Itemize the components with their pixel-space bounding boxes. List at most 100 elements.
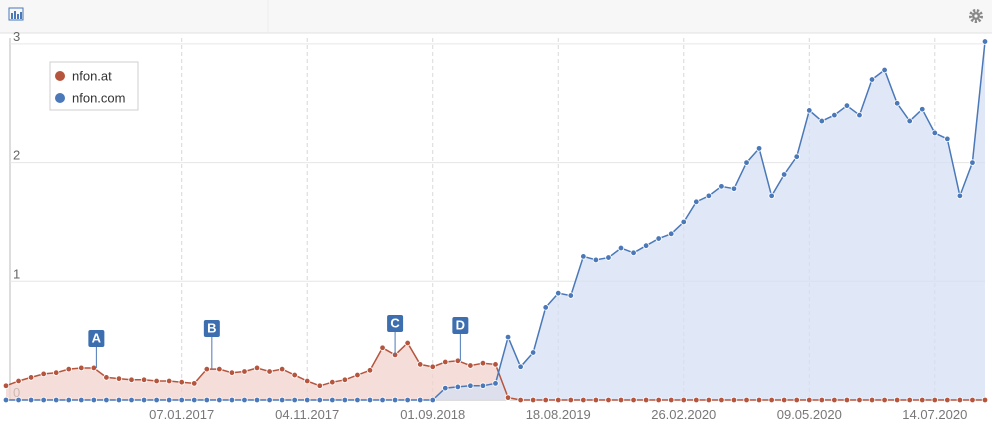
point [529, 349, 537, 356]
point [517, 396, 524, 404]
point [529, 396, 537, 404]
point [78, 396, 85, 404]
point [668, 230, 675, 238]
annotation-label: A [92, 331, 102, 346]
gear-teeth [969, 9, 983, 23]
chart-icon[interactable] [8, 7, 24, 21]
point [806, 107, 813, 114]
legend-label: nfon.at [72, 69, 112, 84]
point [266, 396, 273, 404]
point [668, 396, 675, 404]
point [354, 396, 361, 404]
y-tick-label: 2 [13, 148, 20, 163]
point [893, 396, 901, 404]
x-tick-label: 09.05.2020 [777, 407, 842, 422]
point [793, 153, 800, 160]
toolbar [0, 0, 992, 33]
annotations: A B C D [88, 315, 469, 370]
point [442, 384, 449, 392]
point [856, 396, 863, 404]
series-area [6, 343, 985, 400]
point [266, 368, 273, 375]
point [304, 396, 311, 404]
areas [6, 41, 985, 400]
point [504, 394, 512, 401]
point [492, 380, 499, 387]
point [504, 333, 512, 341]
legend-box [49, 61, 139, 111]
point [391, 396, 399, 404]
point [416, 361, 424, 368]
icon-bar [11, 13, 13, 19]
x-tick-label: 18.08.2019 [526, 407, 591, 422]
point [517, 363, 524, 370]
point [680, 396, 687, 404]
point [893, 100, 901, 107]
annotation-label: B [207, 321, 216, 336]
legend-label: nfon.com [72, 91, 125, 106]
point [730, 185, 738, 192]
point [178, 396, 185, 404]
point [780, 171, 788, 178]
point [868, 76, 876, 83]
point [40, 370, 47, 378]
point [931, 129, 938, 137]
point [655, 396, 662, 404]
point [467, 362, 474, 369]
point [442, 358, 449, 366]
point [65, 365, 72, 373]
point [253, 396, 261, 404]
point [153, 377, 160, 385]
point [103, 374, 110, 381]
gear-hole [974, 14, 978, 18]
point [906, 396, 913, 404]
annotation-flag [452, 317, 469, 334]
point [115, 396, 123, 404]
point [341, 396, 349, 404]
point [191, 380, 198, 387]
point [630, 396, 637, 404]
annotation-label: C [390, 316, 400, 331]
point [981, 38, 989, 45]
point [655, 235, 662, 242]
point [454, 357, 462, 365]
point [78, 364, 85, 372]
point [203, 365, 211, 373]
point [944, 135, 951, 143]
point [718, 396, 725, 404]
point [818, 396, 826, 404]
point [642, 242, 650, 249]
point [617, 396, 625, 404]
point [40, 396, 47, 404]
point [768, 396, 775, 404]
settings-icon[interactable] [969, 9, 983, 23]
point [605, 396, 612, 404]
point [919, 396, 926, 404]
point [341, 376, 349, 384]
point [140, 396, 148, 404]
icon-bar [14, 11, 16, 19]
point [203, 396, 211, 404]
legend-marker [55, 71, 65, 81]
point [981, 396, 989, 404]
point [53, 369, 60, 376]
point [329, 378, 336, 386]
point [806, 396, 813, 404]
point [278, 365, 286, 373]
point [479, 360, 487, 367]
point [479, 382, 487, 389]
point [831, 111, 838, 119]
icon-frame [8, 7, 24, 21]
point [354, 371, 361, 379]
point [617, 244, 625, 252]
series-area [6, 41, 985, 400]
point [165, 377, 173, 385]
point [27, 374, 35, 381]
point [228, 396, 236, 404]
point [956, 396, 964, 404]
point [755, 396, 763, 404]
point [291, 396, 298, 404]
x-tick-label: 01.09.2018 [400, 407, 465, 422]
point [103, 396, 110, 404]
